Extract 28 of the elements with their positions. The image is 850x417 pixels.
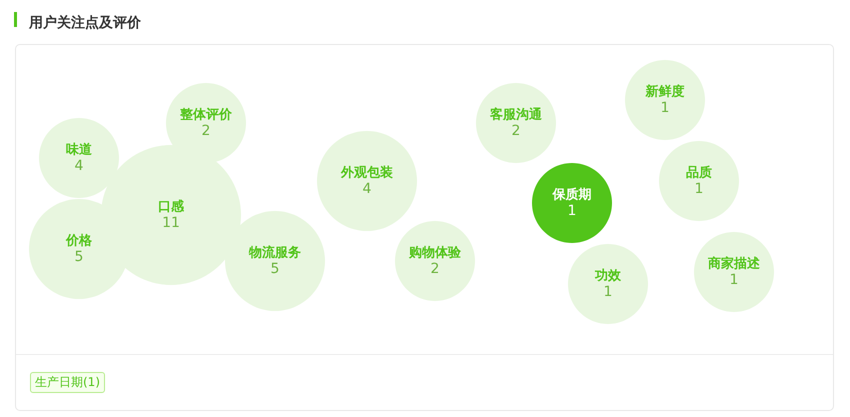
data-label: 2	[202, 123, 210, 139]
category-label: 口感	[158, 198, 185, 214]
data-label: 2	[430, 261, 440, 277]
data-label: 1	[604, 284, 612, 300]
text: 用户关注点及评价	[28, 14, 142, 31]
category-label: 功效	[594, 268, 622, 284]
data-label: 11	[162, 215, 180, 231]
data-label: 5	[270, 261, 280, 277]
category-label: 品质	[686, 164, 712, 180]
category-label: 保质期	[552, 186, 592, 202]
category-label: 商家描述	[707, 256, 761, 272]
category-label: 购物体验	[408, 246, 462, 260]
data-label: 4	[74, 158, 84, 174]
data-label: 1	[660, 100, 670, 116]
data-label: 1	[730, 272, 738, 288]
category-label: 新鲜度	[644, 84, 684, 100]
category-label: 整体评价	[179, 108, 233, 122]
category-label: 物流服务	[248, 244, 301, 260]
data-label: 5	[74, 249, 84, 265]
category-label: 价格	[65, 234, 93, 248]
category-label: 外观包装	[340, 166, 393, 180]
data-label: 1	[568, 203, 576, 219]
data-label: 1	[694, 181, 704, 197]
data-label: 4	[362, 181, 372, 197]
data-label: 2	[512, 123, 520, 139]
category-label: 味道	[66, 142, 93, 158]
category-label: 客服沟通	[489, 106, 543, 122]
tag-chip: 生产日期(1)	[30, 372, 105, 393]
